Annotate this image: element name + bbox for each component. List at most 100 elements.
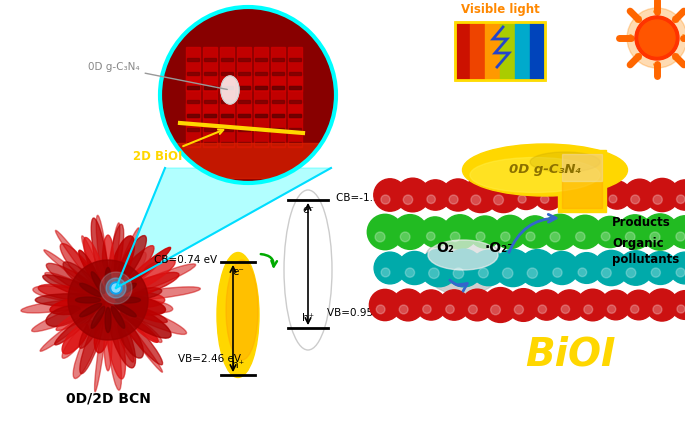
Circle shape <box>639 20 675 56</box>
Ellipse shape <box>33 286 92 301</box>
Ellipse shape <box>103 246 154 306</box>
Ellipse shape <box>46 306 81 327</box>
Bar <box>187 58 199 61</box>
Bar <box>204 128 216 131</box>
Circle shape <box>594 250 629 286</box>
Ellipse shape <box>116 297 140 303</box>
Circle shape <box>501 232 510 241</box>
Bar <box>220 75 234 119</box>
Bar <box>289 86 301 89</box>
Ellipse shape <box>118 320 143 358</box>
Circle shape <box>514 305 523 314</box>
Circle shape <box>399 305 408 314</box>
Bar <box>187 114 199 117</box>
Circle shape <box>476 232 485 241</box>
Bar <box>238 114 250 117</box>
Ellipse shape <box>107 313 121 390</box>
Ellipse shape <box>42 275 107 301</box>
Ellipse shape <box>116 261 160 294</box>
Ellipse shape <box>425 238 501 292</box>
Circle shape <box>553 268 562 277</box>
Ellipse shape <box>111 304 162 372</box>
Circle shape <box>469 216 501 248</box>
Bar <box>255 58 267 61</box>
Ellipse shape <box>109 223 120 288</box>
Circle shape <box>429 268 439 279</box>
Circle shape <box>449 195 458 204</box>
Ellipse shape <box>118 264 196 297</box>
Ellipse shape <box>114 303 136 317</box>
Ellipse shape <box>462 144 627 196</box>
Circle shape <box>561 305 570 314</box>
Ellipse shape <box>104 305 112 371</box>
Bar <box>203 75 217 119</box>
Ellipse shape <box>63 262 99 293</box>
Bar <box>187 142 199 145</box>
Ellipse shape <box>117 260 175 296</box>
Bar <box>558 150 606 212</box>
Bar <box>254 47 268 91</box>
Circle shape <box>393 289 424 321</box>
FancyArrowPatch shape <box>509 214 556 252</box>
Circle shape <box>646 289 678 321</box>
Ellipse shape <box>79 250 99 284</box>
Circle shape <box>462 289 493 321</box>
Circle shape <box>471 250 506 286</box>
Bar <box>272 86 284 89</box>
Bar <box>485 22 500 80</box>
Circle shape <box>381 195 390 204</box>
Circle shape <box>442 179 474 211</box>
Bar <box>272 142 284 145</box>
Ellipse shape <box>62 324 88 354</box>
Bar <box>238 86 250 89</box>
Circle shape <box>106 278 126 298</box>
Circle shape <box>569 215 601 249</box>
Ellipse shape <box>121 304 186 334</box>
Circle shape <box>635 16 679 60</box>
Circle shape <box>564 195 571 203</box>
Circle shape <box>450 232 460 242</box>
Ellipse shape <box>114 283 136 297</box>
Bar <box>186 47 200 91</box>
Circle shape <box>631 195 640 204</box>
Bar <box>271 47 285 91</box>
Circle shape <box>540 195 549 203</box>
Ellipse shape <box>55 230 108 299</box>
Bar <box>255 142 267 145</box>
Circle shape <box>375 232 385 242</box>
Circle shape <box>543 214 577 250</box>
Circle shape <box>676 232 685 241</box>
Bar <box>289 114 301 117</box>
Bar <box>204 86 216 89</box>
Circle shape <box>483 287 518 322</box>
Circle shape <box>676 268 685 277</box>
Circle shape <box>608 305 616 313</box>
Ellipse shape <box>95 303 108 392</box>
Ellipse shape <box>91 218 109 293</box>
Ellipse shape <box>121 303 167 323</box>
Circle shape <box>503 268 513 279</box>
Circle shape <box>642 214 678 250</box>
Bar <box>272 72 284 75</box>
Circle shape <box>68 260 148 340</box>
Text: CB=-1.52 eV: CB=-1.52 eV <box>336 193 403 203</box>
Bar <box>254 75 268 119</box>
Circle shape <box>469 305 477 314</box>
Bar <box>237 47 251 91</box>
Circle shape <box>110 282 122 294</box>
Bar <box>204 114 216 117</box>
Circle shape <box>381 268 390 277</box>
Circle shape <box>453 268 464 279</box>
Bar <box>272 128 284 131</box>
Bar <box>187 86 199 89</box>
Ellipse shape <box>131 319 158 342</box>
Text: ·O₂⁻: ·O₂⁻ <box>485 241 515 255</box>
Bar <box>204 114 216 117</box>
Ellipse shape <box>91 306 105 328</box>
Circle shape <box>160 7 336 183</box>
Ellipse shape <box>123 247 171 288</box>
Bar <box>500 22 515 80</box>
Ellipse shape <box>116 235 147 285</box>
FancyArrowPatch shape <box>261 254 277 266</box>
Bar <box>289 128 301 131</box>
